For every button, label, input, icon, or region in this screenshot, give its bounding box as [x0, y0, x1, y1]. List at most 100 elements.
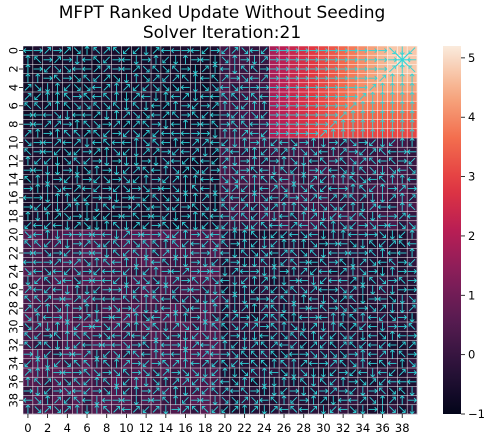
policy-arrow-head [165, 102, 170, 106]
x-tick-label: 4 [64, 421, 71, 435]
policy-arrow [300, 148, 308, 156]
policy-arrow-head [162, 59, 166, 64]
policy-arrow-head [370, 100, 376, 105]
policy-arrow-head [132, 249, 137, 254]
policy-arrow-head [192, 89, 198, 93]
policy-arrow-head [67, 47, 71, 51]
policy-arrow-head [360, 208, 366, 212]
policy-arrow-head [320, 144, 326, 148]
policy-arrow-head [311, 208, 317, 212]
policy-arrow [44, 387, 51, 395]
policy-arrow [64, 148, 71, 156]
policy-arrow-head [151, 213, 155, 219]
policy-arrow-head [397, 167, 401, 173]
policy-arrow-head [285, 57, 289, 63]
policy-arrow-head [44, 243, 48, 248]
policy-arrow-head [231, 120, 235, 125]
policy-arrow-head [67, 390, 71, 395]
policy-arrow-head [211, 363, 216, 367]
policy-arrow-head [334, 287, 339, 293]
policy-arrow-head [374, 48, 378, 54]
policy-arrow-head [47, 120, 52, 125]
policy-arrow-head [360, 119, 366, 123]
policy-arrow-head [201, 170, 206, 174]
policy-arrow [152, 295, 160, 303]
policy-arrow-head [338, 397, 342, 403]
policy-arrow-head [94, 401, 100, 406]
policy-arrow-head [362, 179, 367, 183]
policy-arrow [24, 93, 32, 100]
policy-arrow-head [108, 121, 112, 127]
policy-arrow-head [397, 250, 401, 256]
policy-arrow [270, 295, 278, 303]
policy-arrow [290, 286, 298, 294]
policy-arrow [192, 139, 199, 146]
policy-arrow-head [131, 195, 135, 201]
policy-arrow [349, 286, 357, 294]
policy-arrow-head [185, 166, 189, 171]
policy-arrow-head [121, 213, 125, 219]
policy-arrow-head [224, 157, 229, 162]
policy-arrow-head [350, 171, 356, 176]
policy-arrow-head [123, 79, 129, 84]
policy-arrow [172, 295, 179, 303]
policy-arrow-head [362, 396, 367, 401]
policy-arrow-head [222, 273, 228, 277]
policy-arrow-head [175, 175, 180, 180]
policy-arrow-head [205, 277, 209, 281]
policy-arrow [320, 157, 327, 165]
policy-arrow [103, 84, 111, 91]
x-tick-label: 16 [178, 421, 193, 435]
policy-arrow-head [35, 392, 41, 396]
policy-arrow-head [111, 268, 115, 274]
policy-arrow [172, 378, 179, 386]
policy-arrow-head [49, 259, 53, 265]
policy-arrow [142, 341, 150, 349]
policy-arrow-head [275, 121, 280, 127]
policy-arrow [398, 387, 406, 395]
policy-arrow-head [29, 121, 33, 127]
policy-arrow [83, 295, 91, 303]
policy-arrow-head [37, 409, 42, 413]
policy-arrow-head [155, 87, 160, 91]
policy-arrow-head [123, 50, 127, 55]
policy-arrow-head [352, 363, 357, 367]
policy-arrow [93, 102, 101, 110]
policy-arrow-head [290, 170, 295, 174]
policy-arrow-head [232, 309, 238, 314]
policy-arrow-head [101, 342, 106, 348]
policy-arrow [349, 277, 357, 284]
policy-arrow [44, 295, 51, 303]
policy-arrow-head [377, 158, 381, 164]
policy-arrow-head [214, 243, 219, 248]
policy-arrow-head [103, 378, 107, 382]
policy-arrow [123, 148, 130, 156]
policy-arrow-head [73, 396, 78, 401]
policy-arrow-head [42, 149, 46, 155]
policy-arrow-head [77, 295, 81, 300]
policy-arrow-head [399, 309, 405, 314]
policy-arrow [211, 406, 219, 413]
policy-arrow [359, 258, 367, 266]
policy-arrow [142, 65, 150, 73]
policy-arrow-head [359, 344, 363, 349]
policy-arrow [172, 323, 179, 330]
policy-arrow-head [270, 313, 275, 318]
policy-arrow [83, 350, 91, 358]
policy-arrow-head [251, 350, 255, 355]
policy-arrow-head [264, 157, 268, 162]
policy-arrow-head [315, 167, 319, 173]
policy-arrow-head [39, 66, 43, 72]
policy-arrow [300, 249, 308, 257]
policy-arrow-head [342, 111, 347, 116]
policy-arrow [54, 360, 61, 367]
policy-arrow-head [142, 363, 147, 367]
policy-arrow-head [344, 370, 348, 376]
policy-arrow-head [96, 65, 101, 70]
policy-arrow [152, 65, 160, 73]
policy-arrow [221, 203, 229, 211]
policy-arrow-head [259, 186, 263, 192]
policy-arrow-head [379, 381, 383, 386]
x-tick-label: 36 [375, 421, 390, 435]
policy-arrow-head [57, 258, 61, 263]
